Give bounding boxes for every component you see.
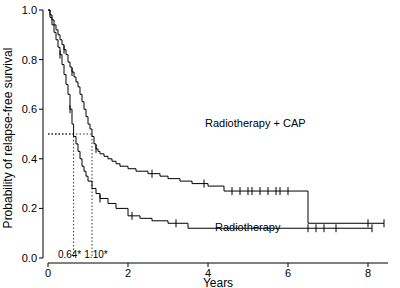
x-tick-label: 8 xyxy=(365,267,371,279)
plot-area xyxy=(48,10,384,258)
y-tick xyxy=(39,59,43,60)
censor-mark xyxy=(368,219,369,227)
y-tick-label: 1.0 xyxy=(22,4,37,16)
y-tick-label: 0.4 xyxy=(22,153,37,165)
censor-mark xyxy=(152,170,153,178)
y-tick-label: 0.2 xyxy=(22,202,37,214)
censor-mark xyxy=(268,187,269,195)
y-tick xyxy=(39,258,43,259)
y-axis xyxy=(43,10,44,258)
x-axis xyxy=(48,263,388,264)
survival-curve xyxy=(48,10,384,223)
censor-mark xyxy=(324,224,325,232)
censor-mark xyxy=(72,68,73,76)
censor-mark xyxy=(176,219,177,227)
censor-mark xyxy=(276,187,277,195)
series-label: Radiotherapy xyxy=(215,221,281,233)
censor-mark xyxy=(288,187,289,195)
y-tick xyxy=(39,109,43,110)
median-line xyxy=(48,134,92,258)
censor-mark xyxy=(60,51,61,59)
x-axis-label: Years xyxy=(203,276,233,288)
series-label: Radiotherapy + CAP xyxy=(205,117,306,129)
y-axis-label: Probability of relapse-free survival xyxy=(1,48,15,229)
y-tick xyxy=(39,158,43,159)
censor-mark xyxy=(384,219,385,227)
censor-mark xyxy=(204,180,205,188)
x-tick-label: 2 xyxy=(125,267,131,279)
median-line xyxy=(48,134,74,258)
censor-mark xyxy=(100,194,101,202)
censor-mark xyxy=(132,212,133,220)
censor-mark xyxy=(372,224,373,232)
censor-mark xyxy=(316,224,317,232)
censor-mark xyxy=(70,105,71,113)
censor-mark xyxy=(308,224,309,232)
y-tick xyxy=(39,208,43,209)
y-tick-label: 0.0 xyxy=(22,252,37,264)
censor-mark xyxy=(252,187,253,195)
censor-mark xyxy=(248,187,249,195)
survival-curve xyxy=(48,10,372,228)
censor-mark xyxy=(280,187,281,195)
x-tick-label: 6 xyxy=(285,267,291,279)
censor-mark xyxy=(64,46,65,54)
censor-mark xyxy=(240,187,241,195)
y-tick-label: 0.6 xyxy=(22,103,37,115)
censor-mark xyxy=(232,187,233,195)
censor-mark xyxy=(336,224,337,232)
chart: 024680.00.20.40.60.81.0YearsProbability … xyxy=(0,0,400,288)
annotation: 0.64* xyxy=(58,249,81,260)
y-tick xyxy=(39,10,43,11)
censor-mark xyxy=(260,187,261,195)
annotation: 1.10* xyxy=(84,249,107,260)
x-tick-label: 0 xyxy=(45,267,51,279)
censor-mark xyxy=(96,145,97,153)
y-tick-label: 0.8 xyxy=(22,54,37,66)
